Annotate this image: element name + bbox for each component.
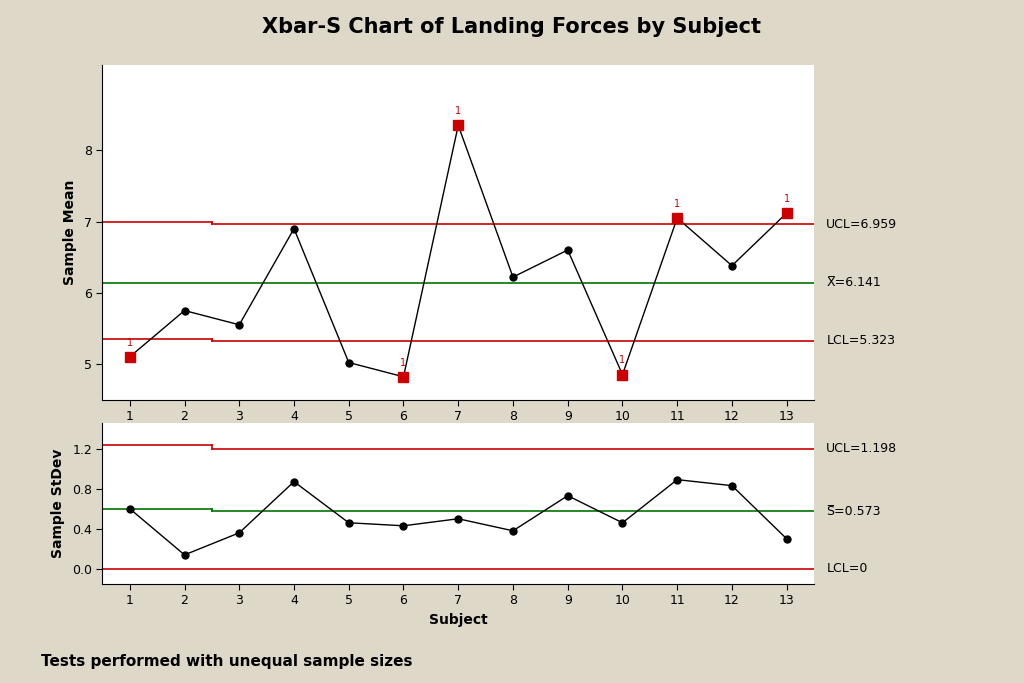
Text: UCL=6.959: UCL=6.959: [826, 218, 897, 231]
Text: 1: 1: [400, 357, 407, 367]
Text: S̅=0.573: S̅=0.573: [826, 505, 881, 518]
Text: 1: 1: [127, 337, 133, 348]
Text: Tests performed with unequal sample sizes: Tests performed with unequal sample size…: [41, 654, 413, 669]
Text: LCL=0: LCL=0: [826, 562, 867, 575]
Text: 1: 1: [783, 194, 790, 204]
Text: 1: 1: [620, 355, 626, 365]
Text: 1: 1: [674, 199, 680, 209]
Y-axis label: Sample Mean: Sample Mean: [63, 180, 77, 285]
Text: Xbar-S Chart of Landing Forces by Subject: Xbar-S Chart of Landing Forces by Subjec…: [262, 17, 762, 37]
Y-axis label: Sample StDev: Sample StDev: [51, 449, 66, 559]
Text: 1: 1: [456, 106, 461, 116]
Text: UCL=1.198: UCL=1.198: [826, 442, 897, 456]
Text: LCL=5.323: LCL=5.323: [826, 335, 895, 348]
X-axis label: Subject: Subject: [429, 613, 487, 627]
Text: X̅=6.141: X̅=6.141: [826, 276, 881, 289]
X-axis label: Subject: Subject: [429, 428, 487, 443]
